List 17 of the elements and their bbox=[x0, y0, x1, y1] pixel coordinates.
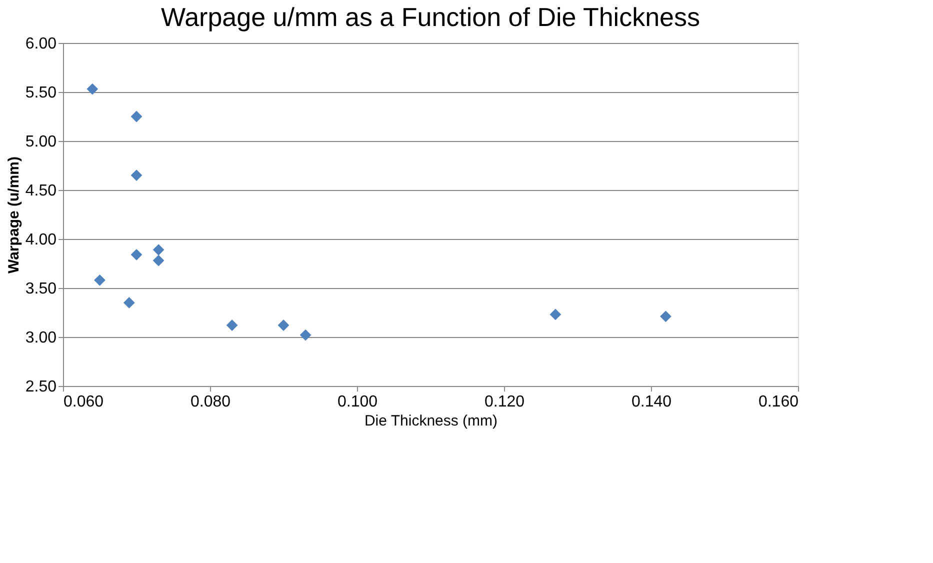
y-tick-label: 3.00 bbox=[25, 330, 57, 346]
y-tick-label: 4.50 bbox=[25, 182, 57, 200]
x-tick-label: 0.060 bbox=[64, 394, 104, 410]
x-tick-label: 0.080 bbox=[190, 394, 231, 410]
x-tick-label: 0.160 bbox=[758, 394, 799, 410]
y-tick-label: 4.00 bbox=[25, 232, 57, 248]
chart-title: Warpage u/mm as a Function of Die Thickness bbox=[160, 2, 700, 32]
x-axis-title: Die Thickness (mm) bbox=[364, 412, 498, 430]
x-tick-label: 0.100 bbox=[337, 394, 378, 410]
y-axis-title: Warpage (u/mm) bbox=[5, 156, 22, 274]
x-tick-label: 0.140 bbox=[631, 394, 672, 410]
y-tick-label: 2.50 bbox=[25, 378, 57, 396]
y-tick-label: 5.50 bbox=[25, 84, 57, 102]
x-tick-label: 0.120 bbox=[484, 394, 525, 410]
y-tick-label: 5.00 bbox=[25, 134, 57, 150]
y-tick-label: 3.50 bbox=[25, 280, 57, 298]
y-tick-label: 6.00 bbox=[25, 36, 57, 52]
